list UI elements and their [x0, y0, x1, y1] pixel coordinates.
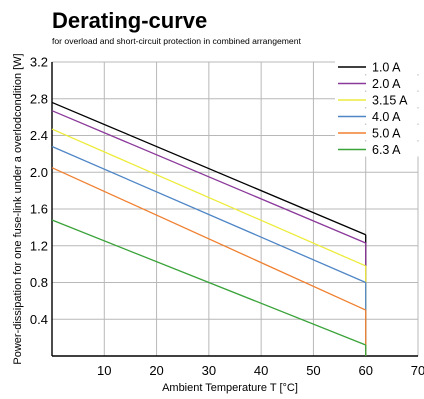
legend-label-1: 2.0 A: [372, 77, 401, 91]
legend-label-4: 5.0 A: [372, 127, 401, 141]
x-tick-label-2: 30: [202, 363, 216, 378]
series-line-0: [51, 101, 366, 236]
x-tick-label-4: 50: [306, 363, 320, 378]
y-tick-label-2: 1.2: [30, 238, 48, 253]
series-line-4: [51, 167, 366, 311]
y-tick-label-0: 0.4: [30, 312, 48, 327]
x-tick-label-5: 60: [358, 363, 372, 378]
legend-label-5: 6.3 A: [372, 143, 401, 157]
legend-bg-5: [335, 141, 419, 157]
series-line-3: [51, 145, 366, 284]
chart-title: Derating-curve: [52, 8, 207, 33]
legend-label-3: 4.0 A: [372, 110, 401, 124]
legend-bg-2: [335, 92, 419, 107]
series-lines: [51, 101, 367, 356]
y-tick-labels: 0.4 0.8 1.2 1.6 2.0 2.4 2.8 3.2: [30, 55, 48, 327]
x-tick-label-1: 20: [149, 363, 163, 378]
series-line-2: [51, 128, 366, 267]
x-tick-label-3: 40: [254, 363, 268, 378]
legend-label-2: 3.15 A: [372, 94, 408, 108]
y-tick-label-7: 3.2: [30, 55, 48, 70]
y-tick-label-4: 2.0: [30, 165, 48, 180]
legend-bg-3: [335, 108, 419, 124]
x-tick-label-6: 70: [411, 363, 424, 378]
x-tick-labels: 10 20 30 40 50 60 70: [97, 363, 424, 378]
x-axis-label: Ambient Temperature T [°C]: [162, 382, 298, 394]
y-tick-label-6: 2.8: [30, 91, 48, 106]
y-tick-label-3: 1.6: [30, 202, 48, 217]
legend: 1.0 A 2.0 A 3.15 A 4.0 A 5.0 A 6.3 A: [335, 59, 419, 157]
legend-bg-4: [335, 125, 419, 140]
y-axis-label: Power-dissipation for one fuse-link unde…: [12, 53, 24, 364]
x-tick-label-0: 10: [97, 363, 111, 378]
legend-bg-1: [335, 75, 419, 91]
y-tick-label-1: 0.8: [30, 275, 48, 290]
series-line-1: [51, 110, 366, 244]
legend-label-0: 1.0 A: [372, 61, 401, 75]
y-tick-label-5: 2.4: [30, 128, 48, 143]
chart-subtitle: for overload and short-circuit protectio…: [52, 36, 301, 46]
series-line-5: [51, 219, 366, 346]
legend-bg-0: [335, 59, 419, 74]
